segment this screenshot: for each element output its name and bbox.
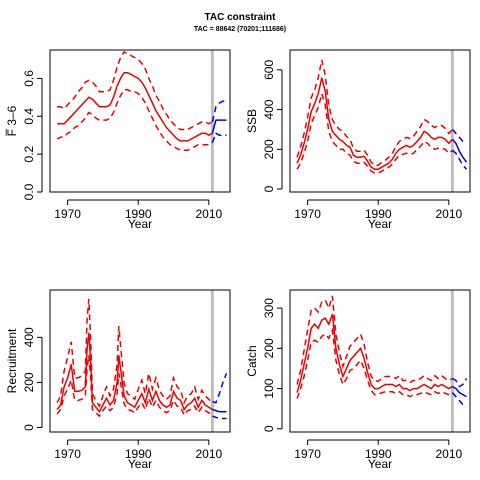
figure-subtitle: TAC = 88642 (70201;111686) <box>194 26 286 33</box>
projection-median-line <box>212 408 227 413</box>
x-tick-label: 2010 <box>435 207 462 221</box>
projection-upper-bound-line <box>212 373 228 404</box>
x-tick-label: 1990 <box>125 207 152 221</box>
x-axis-title: Year <box>128 457 152 471</box>
plot-frame <box>49 49 231 193</box>
y-tick-label: 0 <box>262 185 276 192</box>
x-tick-label: 1990 <box>125 447 152 461</box>
y-axis-title: F̅ 3–6 <box>5 105 19 136</box>
x-axis-title: Year <box>368 217 392 231</box>
y-tick-label: 600 <box>262 60 276 80</box>
x-tick-label: 2010 <box>195 207 222 221</box>
x-tick-label: 2010 <box>195 447 222 461</box>
y-axis-title: Catch <box>245 345 259 376</box>
x-tick-label: 1970 <box>294 207 321 221</box>
history-median-line <box>57 71 213 142</box>
y-tick-label: 0.4 <box>22 108 36 125</box>
projection-upper-bound-line <box>452 377 468 388</box>
x-axis-title: Year <box>128 217 152 231</box>
panel-f: 1970 1990 2010 0.0 0.2 0.4 0.6 Year F̅ 3–6 <box>5 49 231 231</box>
y-tick-label: 400 <box>262 99 276 119</box>
y-tick-label: 0.6 <box>22 70 36 87</box>
x-tick-label: 1970 <box>54 207 81 221</box>
history-upper-bound-line <box>57 50 213 131</box>
y-axis-title: Recruitment <box>5 328 19 393</box>
x-tick-label: 2010 <box>435 447 462 461</box>
x-axis-title: Year <box>368 457 392 471</box>
x-tick-label: 1970 <box>54 447 81 461</box>
history-median-line <box>296 77 453 170</box>
y-tick-label: 100 <box>262 378 276 398</box>
plot-frame <box>289 289 471 433</box>
projection-median-line <box>452 385 467 398</box>
panel-catch: 1970 1990 2010 0 100 200 300 Year Catch <box>245 289 471 471</box>
y-tick-label: 400 <box>22 327 36 347</box>
history-upper-bound-line <box>296 59 453 166</box>
history-median-line <box>56 332 213 414</box>
plot-frame <box>49 289 231 433</box>
panel-recruitment: 1970 1990 2010 0 200 400 Year Recruitment <box>5 289 231 471</box>
x-tick-label: 1990 <box>365 447 392 461</box>
projection-median-line <box>451 138 468 163</box>
y-tick-label: 200 <box>262 139 276 159</box>
history-lower-bound-line <box>296 327 453 399</box>
x-tick-label: 1990 <box>365 207 392 221</box>
history-upper-bound-line <box>296 295 453 385</box>
projection-lower-bound-line <box>451 392 467 408</box>
figure-title: TAC constraint <box>205 12 277 23</box>
y-tick-label: 0 <box>262 425 276 432</box>
x-tick-label: 1970 <box>294 447 321 461</box>
panel-ssb: 1970 1990 2010 0 200 400 600 Year SSB <box>245 49 471 231</box>
y-axis-title: SSB <box>245 109 259 133</box>
history-median-line <box>296 313 453 393</box>
y-tick-label: 300 <box>262 298 276 318</box>
projection-upper-bound-line <box>451 128 467 144</box>
projection-median-line <box>211 119 227 134</box>
y-tick-label: 200 <box>262 338 276 358</box>
y-tick-label: 0.2 <box>22 145 36 162</box>
projection-upper-bound-line <box>211 100 227 123</box>
plot-frame <box>289 49 471 193</box>
y-tick-label: 200 <box>22 372 36 392</box>
history-lower-bound-line <box>56 89 213 152</box>
projection-lower-bound-line <box>212 415 227 420</box>
y-tick-label: 0.0 <box>22 183 36 200</box>
history-lower-bound-line <box>296 90 453 174</box>
projection-lower-bound-line <box>211 132 227 144</box>
y-tick-label: 0 <box>22 424 36 431</box>
projection-lower-bound-line <box>451 149 468 170</box>
